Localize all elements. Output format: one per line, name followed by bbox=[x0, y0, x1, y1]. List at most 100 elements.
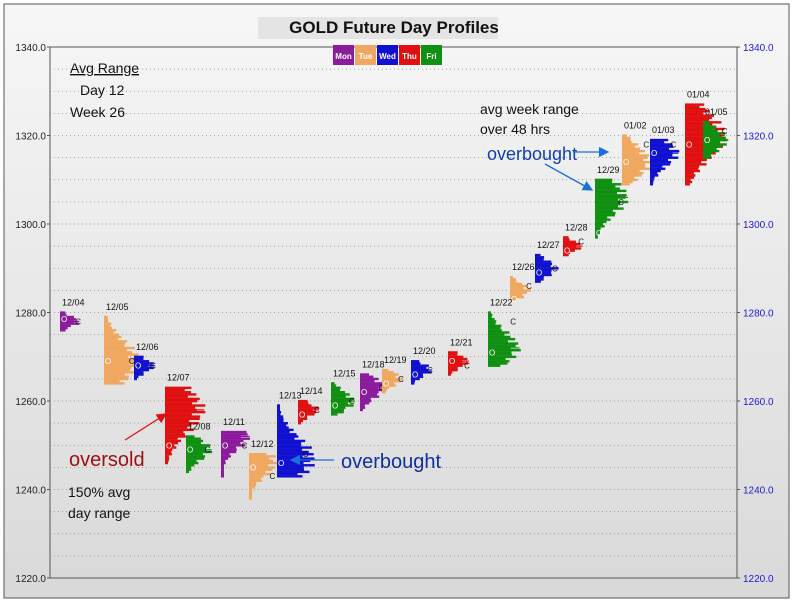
open-marker: O bbox=[299, 410, 305, 419]
day-profiles: OCOCOCOCOCOCOCOCOCOCOCOCOCOCOCOCOCOCOCOC… bbox=[60, 103, 729, 500]
profile-bar bbox=[563, 253, 569, 257]
profile-bar bbox=[165, 461, 168, 465]
profile-bar bbox=[134, 375, 139, 378]
profile-bar bbox=[510, 282, 523, 286]
profile-bar bbox=[60, 318, 76, 321]
profile-bar bbox=[703, 156, 711, 159]
profile-bar bbox=[685, 123, 713, 126]
profile-bar bbox=[595, 220, 607, 224]
chart-title: GOLD Future Day Profiles bbox=[289, 18, 499, 37]
profile-bar bbox=[186, 457, 205, 460]
profile-bar bbox=[685, 178, 691, 182]
profile-bar bbox=[622, 136, 631, 140]
profile-bar bbox=[221, 444, 246, 447]
close-marker: C bbox=[618, 198, 624, 207]
oversold-arrow bbox=[124, 413, 168, 441]
profile-bar bbox=[221, 452, 230, 456]
profile-bar bbox=[165, 428, 194, 432]
profile-bar bbox=[488, 315, 492, 319]
day-label: 12/13 bbox=[279, 390, 302, 400]
profile-bar bbox=[488, 353, 512, 356]
profile-bar bbox=[165, 388, 185, 392]
profile-bar bbox=[650, 158, 669, 162]
day-label: 12/15 bbox=[333, 368, 356, 378]
profile-bar bbox=[165, 413, 192, 416]
profile-bar bbox=[535, 256, 545, 259]
profile-bar bbox=[165, 391, 192, 394]
day-profile-12-26: OC bbox=[510, 275, 532, 304]
profile-bar bbox=[703, 134, 720, 137]
profile-bar bbox=[360, 399, 372, 403]
profile-bar bbox=[249, 459, 274, 463]
open-marker: O bbox=[361, 388, 367, 397]
profile-bar bbox=[249, 452, 267, 456]
profile-bar bbox=[104, 340, 128, 343]
close-marker: C bbox=[205, 446, 211, 455]
profile-bar bbox=[448, 351, 458, 354]
profile-bar bbox=[595, 183, 622, 186]
profile-bar bbox=[622, 174, 642, 177]
profile-bar bbox=[650, 145, 674, 148]
profile-bar bbox=[411, 362, 421, 365]
profile-bar bbox=[134, 355, 144, 359]
day-label: 12/22 bbox=[490, 298, 513, 308]
y-tick-label-right: 1260.0 bbox=[743, 397, 774, 408]
day-profile-12-12: OC bbox=[249, 452, 278, 500]
profile-bar bbox=[165, 450, 172, 454]
profile-bar bbox=[277, 428, 294, 432]
annotations: Avg Range Day 12 Week 26 oversold 150% a… bbox=[68, 60, 610, 521]
profile-bar bbox=[221, 441, 241, 445]
profile-bar bbox=[104, 375, 129, 378]
profile-bar bbox=[249, 495, 252, 498]
profile-bar bbox=[277, 437, 295, 440]
profile-bar bbox=[650, 180, 654, 184]
profile-bar bbox=[563, 238, 570, 241]
profile-bar bbox=[277, 424, 287, 427]
profile-bar bbox=[249, 470, 266, 474]
profile-bar bbox=[221, 446, 237, 449]
profile-bar bbox=[331, 406, 346, 409]
profile-bar bbox=[186, 450, 213, 454]
day-label: 12/18 bbox=[362, 359, 385, 369]
profile-bar bbox=[703, 127, 716, 131]
profile-bar bbox=[331, 393, 350, 396]
profile-bar bbox=[595, 222, 604, 226]
profile-bar bbox=[622, 172, 644, 175]
profile-bar bbox=[411, 375, 424, 378]
profile-bar bbox=[360, 388, 387, 392]
profile-bar bbox=[165, 459, 169, 463]
chart-background bbox=[3, 3, 790, 599]
profile-bar bbox=[595, 205, 618, 208]
profile-bar bbox=[331, 410, 344, 414]
profile-bar bbox=[186, 464, 195, 467]
profile-bar bbox=[382, 371, 394, 374]
profile-bar bbox=[277, 475, 303, 478]
profile-bar bbox=[104, 364, 141, 367]
close-marker: C bbox=[242, 441, 248, 450]
annotation-overbought-low: overbought bbox=[341, 451, 442, 473]
open-marker: O bbox=[651, 149, 657, 158]
profile-bar bbox=[411, 366, 427, 370]
profile-bar bbox=[60, 311, 66, 314]
day-label: 12/20 bbox=[413, 346, 436, 356]
profile-bar bbox=[249, 464, 269, 467]
profile-bar bbox=[650, 143, 673, 146]
profile-bar bbox=[331, 382, 335, 385]
profile-bar bbox=[488, 331, 510, 334]
profile-bar bbox=[685, 158, 707, 162]
profile-bar bbox=[703, 136, 726, 140]
annotation-overbought-high: overbought bbox=[487, 144, 577, 164]
y-tick-label-right: 1340.0 bbox=[743, 43, 774, 54]
profile-bar bbox=[595, 227, 601, 230]
profile-bar bbox=[186, 435, 195, 438]
profile-bar bbox=[277, 422, 288, 425]
y-tick-label-left: 1240.0 bbox=[15, 486, 46, 497]
profile-bar bbox=[221, 450, 237, 454]
day-label: 12/29 bbox=[597, 165, 620, 175]
profile-bar bbox=[488, 340, 508, 343]
legend-label-tue: Tue bbox=[359, 52, 373, 61]
overbought-high-arrow-2 bbox=[544, 163, 594, 191]
profile-bar bbox=[360, 397, 371, 401]
profile-bar bbox=[535, 262, 553, 266]
profile-bar bbox=[277, 444, 302, 447]
